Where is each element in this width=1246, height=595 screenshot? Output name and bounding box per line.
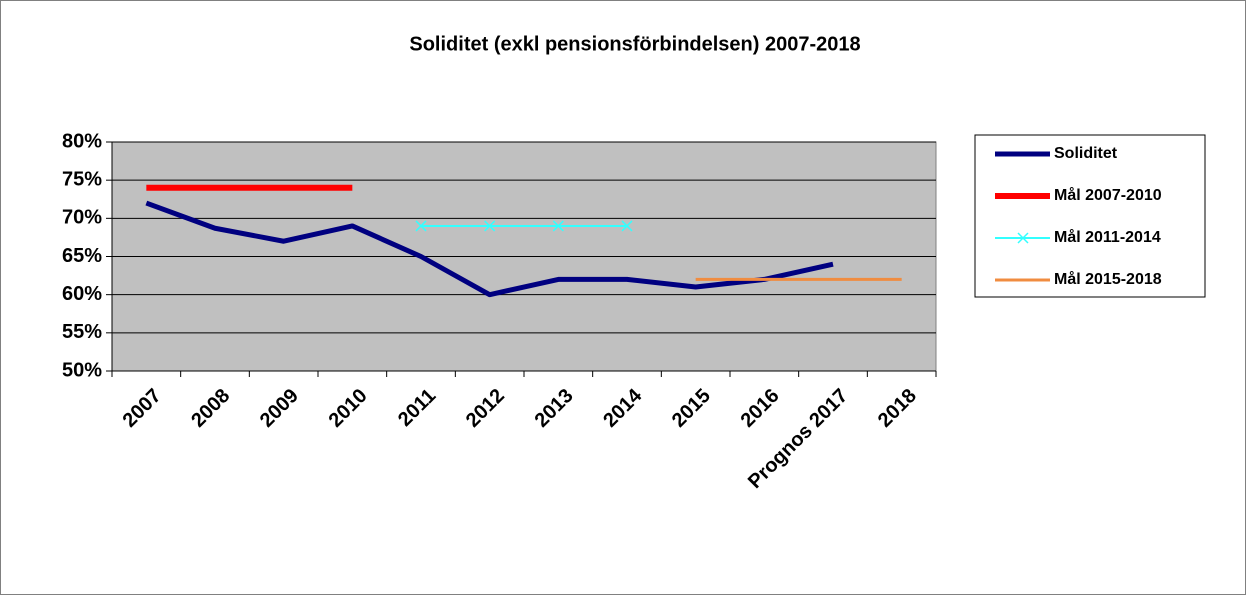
legend-label: Soliditet [1054, 145, 1118, 162]
chart-title: Soliditet (exkl pensionsförbindelsen) 20… [409, 33, 860, 55]
y-tick-label: 70% [62, 207, 102, 229]
legend: Soliditet Mål 2007-2010 Mål 2011-2014 Mål 2… [974, 134, 1206, 298]
marker [552, 220, 564, 232]
y-tick-label: 60% [62, 283, 102, 305]
legend-marker [1017, 232, 1029, 244]
legend-label: Mål 2011-2014 [1054, 228, 1161, 246]
y-tick-label: 50% [62, 359, 102, 381]
marker [621, 220, 633, 232]
marker [484, 220, 496, 232]
y-tick-label: 75% [62, 168, 102, 190]
marker [415, 220, 427, 232]
legend-label: Mål 2007-2010 [1054, 186, 1162, 204]
y-tick-label: 55% [62, 321, 102, 343]
legend-label: Mål 2015-2018 [1054, 270, 1162, 288]
series-line [145, 200, 834, 298]
y-tick-label: 65% [62, 245, 102, 267]
legend-box [974, 134, 1206, 298]
y-tick-label: 80% [62, 130, 102, 152]
